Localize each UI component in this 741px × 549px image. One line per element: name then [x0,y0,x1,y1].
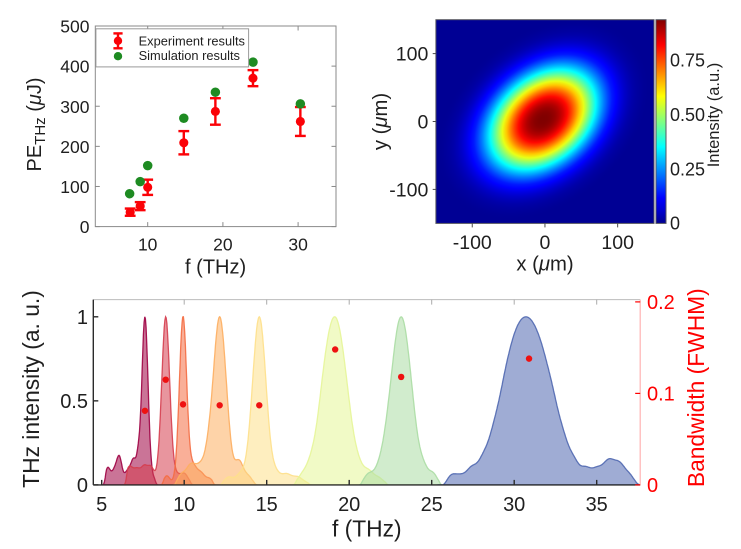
svg-text:30: 30 [503,494,525,516]
svg-text:0.5: 0.5 [60,391,88,413]
svg-text:5: 5 [96,494,107,516]
svg-text:1: 1 [77,307,88,329]
svg-text:100: 100 [60,177,89,197]
svg-text:-100: -100 [389,179,428,201]
svg-text:0.2: 0.2 [647,292,675,314]
svg-text:300: 300 [60,97,89,117]
svg-text:Intensity (a.u.): Intensity (a.u.) [705,63,723,168]
svg-text:0: 0 [647,475,658,497]
svg-text:0.25: 0.25 [670,159,705,179]
svg-text:0.1: 0.1 [647,384,675,406]
svg-text:100: 100 [396,44,429,66]
svg-text:THz intensity (a. u.): THz intensity (a. u.) [18,290,44,488]
svg-text:10: 10 [138,235,158,255]
svg-text:Simulation results: Simulation results [139,48,240,63]
svg-text:0: 0 [80,217,90,237]
svg-text:20: 20 [213,235,233,255]
svg-text:400: 400 [60,57,89,77]
svg-text:Experiment results: Experiment results [139,33,245,48]
svg-text:0: 0 [670,214,680,234]
svg-text:20: 20 [338,494,360,516]
svg-text:0.75: 0.75 [670,51,705,71]
svg-text:0: 0 [77,475,88,497]
svg-text:y (μm): y (μm) [370,93,392,150]
svg-text:100: 100 [601,232,634,254]
svg-text:-100: -100 [453,232,492,254]
svg-text:0: 0 [417,112,428,134]
svg-text:0: 0 [540,232,551,254]
svg-text:0.50: 0.50 [670,105,705,125]
svg-text:Bandwidth (FWHM): Bandwidth (FWHM) [683,288,709,487]
svg-text:25: 25 [421,494,443,516]
svg-text:10: 10 [173,494,195,516]
svg-text:30: 30 [288,235,308,255]
svg-text:f (THz): f (THz) [185,256,246,278]
svg-text:500: 500 [60,17,89,37]
svg-text:35: 35 [586,494,608,516]
svg-text:f (THz): f (THz) [332,516,402,542]
svg-text:200: 200 [60,137,89,157]
svg-text:15: 15 [256,494,278,516]
svg-text:x (μm): x (μm) [516,253,573,275]
